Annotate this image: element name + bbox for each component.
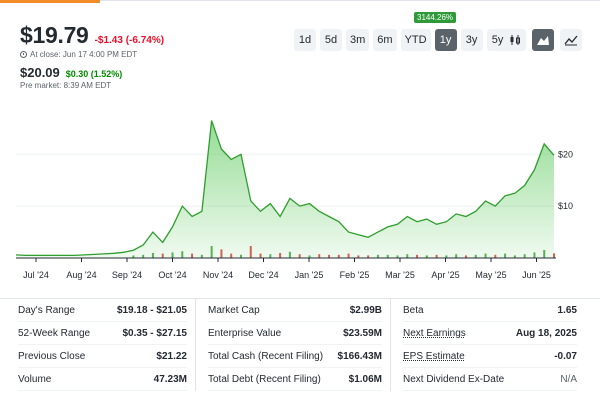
premarket-note: Pre market: 8:39 AM EDT [20, 81, 112, 90]
stats-table: Day's Range $19.18 - $21.05 52-Week Range… [0, 298, 600, 391]
range-1y-button[interactable]: 1y [434, 29, 457, 51]
range-return-badge: 3144.26% [414, 12, 457, 23]
stat-label: Total Debt (Recent Filing) [208, 373, 321, 385]
y-tick-label: $10 [558, 201, 573, 211]
quote-header: $19.79 -$1.43 (-6.74%) At close: Jun 17 … [20, 22, 164, 90]
stat-label: Beta [403, 304, 424, 316]
chart-type-selector [504, 29, 582, 51]
x-tick-label: Jul '24 [23, 270, 49, 280]
stat-row: 52-Week Range $0.35 - $27.15 [18, 322, 187, 345]
range-3y-button[interactable]: 3y [460, 29, 483, 51]
line-chart-button[interactable] [560, 29, 582, 51]
stat-row: Enterprise Value $23.59M [208, 322, 382, 345]
stat-label: Total Cash (Recent Filing) [208, 350, 324, 362]
range-1d-button[interactable]: 1d [294, 29, 316, 51]
candle-chart-icon [510, 35, 520, 45]
top-divider [100, 0, 600, 1]
next-earnings-link[interactable]: Next Earnings [403, 327, 466, 339]
top-accent-bar [0, 0, 100, 3]
stat-label: Next Dividend Ex-Date [403, 373, 505, 385]
premarket-price: $20.09 [20, 65, 60, 80]
stat-label: Previous Close [18, 350, 86, 362]
stat-value: -0.07 [554, 350, 577, 362]
clock-icon [20, 51, 27, 58]
stat-label: Volume [18, 373, 52, 385]
y-axis-ticks: $20 $10 [558, 149, 573, 211]
stat-value: $2.99B [349, 304, 382, 316]
stats-column-1: Day's Range $19.18 - $21.05 52-Week Range… [0, 299, 195, 391]
stat-value: $23.59M [343, 327, 382, 339]
stat-value: $19.18 - $21.05 [116, 304, 187, 316]
stat-label: Market Cap [208, 304, 260, 316]
stat-value: $0.35 - $27.15 [122, 327, 188, 339]
range-ytd-button[interactable]: YTD [400, 29, 431, 51]
stat-row: Beta 1.65 [403, 299, 577, 322]
price-area [16, 120, 554, 258]
stat-row: Market Cap $2.99B [208, 299, 382, 322]
range-selector: 1d 5d 3m 6m YTD 1y 3y 5y [294, 29, 509, 51]
range-5d-button[interactable]: 5d [320, 29, 342, 51]
stat-label: Day's Range [18, 304, 75, 316]
stat-row: Total Cash (Recent Filing) $166.43M [208, 345, 382, 368]
stat-label: 52-Week Range [18, 327, 91, 339]
eps-estimate-link[interactable]: EPS Estimate [403, 350, 465, 362]
x-tick-label: May '25 [475, 270, 506, 280]
price-chart[interactable]: Jul '24 Aug '24 Sep '24 Oct '24 Nov '24 Dec '… [0, 98, 600, 288]
stat-row: Volume 47.23M [18, 368, 187, 391]
price-change: -$1.43 (-6.74%) [94, 35, 165, 46]
x-axis-ticks: Jul '24 Aug '24 Sep '24 Oct '24 Nov '24 Dec '… [23, 258, 551, 280]
x-tick-label: Sep '24 [112, 270, 142, 280]
stat-value: 1.65 [557, 304, 577, 316]
stat-label: Enterprise Value [208, 327, 282, 339]
x-tick-label: Mar '25 [385, 270, 415, 280]
stat-row: Next Earnings Aug 18, 2025 [403, 322, 577, 345]
stats-column-3: Beta 1.65 Next Earnings Aug 18, 2025 EPS E… [390, 299, 585, 391]
stat-row: Day's Range $19.18 - $21.05 [18, 299, 187, 322]
stat-value: N/A [560, 373, 577, 385]
range-6m-button[interactable]: 6m [373, 29, 397, 51]
grid-lines [16, 153, 554, 207]
stat-value: $1.06M [348, 373, 382, 385]
range-3m-button[interactable]: 3m [346, 29, 370, 51]
stat-row: Previous Close $21.22 [18, 345, 187, 368]
mountain-chart-button[interactable] [532, 29, 554, 51]
stat-value: 47.23M [153, 373, 187, 385]
stat-value: Aug 18, 2025 [515, 327, 577, 339]
close-note: At close: Jun 17 4:00 PM EDT [30, 50, 138, 59]
line-chart-icon [564, 35, 578, 46]
premarket-change: $0.30 (1.52%) [65, 69, 123, 79]
x-tick-label: Aug '24 [66, 270, 96, 280]
x-tick-label: Dec '24 [248, 270, 278, 280]
stat-row: Next Dividend Ex-Date N/A [403, 368, 577, 391]
price-line [15, 120, 555, 257]
stats-column-2: Market Cap $2.99B Enterprise Value $23.59M… [195, 299, 390, 391]
stat-row: EPS Estimate -0.07 [403, 345, 577, 368]
current-price: $19.79 [20, 22, 89, 48]
stat-row: Total Debt (Recent Filing) $1.06M [208, 368, 382, 391]
candle-chart-button[interactable] [504, 29, 526, 51]
stat-value: $166.43M [337, 350, 382, 362]
stat-value: $21.22 [156, 350, 187, 362]
x-tick-label: Jan '25 [295, 270, 324, 280]
x-tick-label: Oct '24 [158, 270, 186, 280]
x-tick-label: Jun '25 [522, 270, 551, 280]
x-tick-label: Nov '24 [203, 270, 233, 280]
mountain-chart-icon [537, 36, 549, 45]
y-tick-label: $20 [558, 149, 573, 159]
x-tick-label: Apr '25 [431, 270, 459, 280]
range-5y-button[interactable]: 5y [486, 29, 509, 51]
x-tick-label: Feb '25 [340, 270, 370, 280]
